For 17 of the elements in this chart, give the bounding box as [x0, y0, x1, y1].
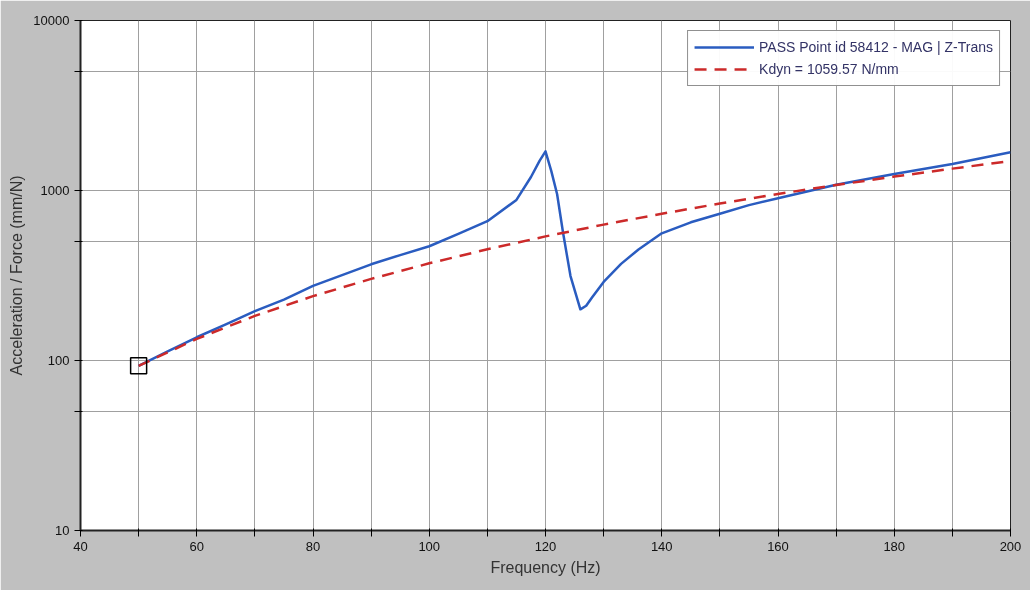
x-axis-title: Frequency (Hz) — [490, 558, 601, 576]
x-tick-label: 160 — [767, 538, 789, 554]
x-tick-label: 60 — [189, 538, 204, 554]
x-tick-label: 80 — [305, 538, 321, 554]
y-axis-title: Acceleration / Force (mm/N) — [8, 175, 26, 376]
x-tick-label: 120 — [534, 538, 557, 554]
x-tick-label: 40 — [73, 538, 88, 554]
x-tick-label: 180 — [883, 538, 906, 554]
y-tick-label: 1000 — [40, 183, 70, 198]
x-tick-label: 200 — [999, 538, 1022, 554]
x-tick-label: 140 — [650, 538, 673, 554]
y-tick-label: 100 — [47, 353, 70, 368]
y-tick-label: 10000 — [33, 13, 70, 28]
x-tick-label: 100 — [418, 538, 441, 554]
legend-label: PASS Point id 58412 - MAG | Z-Trans — [759, 39, 993, 55]
legend-label: Kdyn = 1059.57 N/mm — [759, 61, 899, 77]
y-tick-label: 10 — [55, 523, 70, 538]
